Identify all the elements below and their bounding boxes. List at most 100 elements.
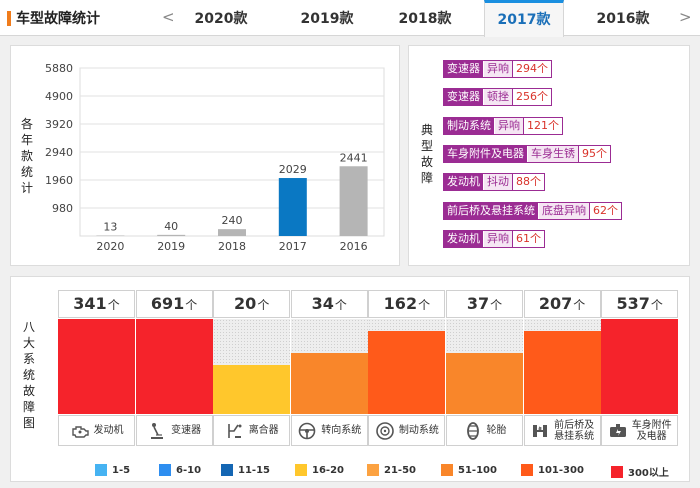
y-tick-label: 2940: [45, 146, 73, 159]
legend-item: 21-50: [367, 464, 416, 476]
fault-type: 顿挫: [483, 89, 512, 106]
fault-tag[interactable]: 车身附件及电器 车身生锈 95个: [443, 144, 611, 163]
legend-swatch: [611, 465, 623, 478]
system-label-1[interactable]: 发动机: [58, 415, 135, 446]
system-bar-fill: [446, 353, 523, 414]
system-count-unit: 个: [334, 298, 347, 312]
typical-faults-panel: 典型故障 变速器 异响 294个 变速器 顿挫 256个 制动系统 异响 121个 车身附件及电器…: [408, 45, 690, 266]
system-count: 20个: [213, 290, 291, 318]
fault-count: 62个: [589, 202, 621, 219]
fault-type: 底盘异响: [538, 202, 589, 219]
system-count: 207个: [523, 290, 601, 318]
legend-label: 16-20: [312, 464, 344, 476]
system-name: 前后桥及悬挂系统: [554, 419, 595, 442]
system-count-value: 537: [616, 294, 650, 313]
car-body-icon: [608, 421, 628, 441]
system-count-value: 20: [234, 294, 257, 313]
system-count-unit: 个: [650, 298, 663, 312]
system-label-5[interactable]: 制动系统: [368, 415, 446, 446]
tab-2020[interactable]: 2020款: [194, 11, 248, 27]
system-column: 207个前后桥及悬挂系统: [523, 290, 601, 450]
bar-value-label: 240: [222, 214, 243, 227]
bar-value-label: 2441: [340, 151, 368, 164]
tab-2019[interactable]: 2019款: [300, 11, 354, 27]
fault-count: 88个: [512, 174, 544, 191]
system-count: 37个: [446, 290, 523, 318]
fault-system: 变速器: [444, 61, 483, 77]
fault-system: 制动系统: [444, 117, 494, 134]
legend-swatch: [95, 464, 107, 476]
legend-item: 51-100: [441, 464, 497, 476]
system-bar-fill: [601, 319, 679, 414]
fault-system: 前后桥及悬挂系统: [444, 202, 538, 219]
system-label-4[interactable]: 转向系统: [290, 415, 368, 446]
legend-item: 101-300: [521, 464, 584, 476]
system-name: 转向系统: [321, 425, 362, 436]
fault-count: 61个: [512, 230, 544, 247]
fault-tag[interactable]: 发动机 异响 61个: [443, 229, 545, 248]
system-label-7[interactable]: 前后桥及悬挂系统: [523, 415, 601, 446]
year-stats-panel: 各年款统计 980 1960 2940 3920 4900 5880 13 2020 40 201…: [10, 45, 400, 266]
prev-arrow-icon[interactable]: <: [162, 8, 175, 26]
legend-label: 101-300: [538, 464, 584, 476]
bar-value-label: 40: [164, 220, 178, 233]
x-tick-label: 2017: [279, 240, 307, 253]
legend-swatch: [521, 464, 533, 476]
fault-tag[interactable]: 变速器 顿挫 256个: [443, 88, 552, 107]
legend-swatch: [441, 464, 453, 476]
system-bar-track: [368, 319, 446, 414]
system-bar-track: [58, 319, 135, 414]
bar: [339, 166, 368, 236]
system-name: 车身附件及电器: [631, 419, 672, 442]
system-name: 发动机: [93, 425, 124, 436]
tab-2017[interactable]: 2017款: [484, 0, 564, 37]
system-name: 制动系统: [398, 425, 439, 436]
system-column: 37个轮胎: [446, 290, 523, 450]
eight-systems-panel: 八大系统故障图 341个 发动机 691个 变速器 20个 离合器 34个 转向系统 162个制…: [10, 276, 690, 482]
fault-count: 294个: [512, 61, 551, 77]
x-tick-label: 2016: [340, 240, 368, 253]
x-tick-label: 2018: [218, 240, 246, 253]
system-name: 轮胎: [486, 425, 507, 436]
legend-item: 1-5: [95, 464, 130, 476]
system-count: 691个: [135, 290, 213, 318]
system-bar-track: [290, 319, 368, 414]
bar: [157, 234, 186, 236]
system-bar-fill: [213, 365, 291, 414]
fault-tag[interactable]: 制动系统 异响 121个: [443, 116, 563, 135]
legend-swatch: [159, 464, 171, 476]
system-label-2[interactable]: 变速器: [135, 415, 213, 446]
system-count-value: 207: [538, 294, 573, 313]
system-bar-fill: [135, 319, 213, 414]
page-title: 车型故障统计: [16, 11, 100, 27]
fault-tag[interactable]: 变速器 异响 294个: [443, 60, 552, 78]
legend-swatch: [221, 464, 233, 476]
next-arrow-icon[interactable]: >: [679, 8, 692, 26]
x-tick-label: 2019: [157, 240, 185, 253]
x-tick-label: 2020: [96, 240, 124, 253]
system-name: 离合器: [248, 425, 279, 436]
system-label-3[interactable]: 离合器: [213, 415, 291, 446]
legend-label: 11-15: [238, 464, 270, 476]
system-count-value: 34: [311, 294, 334, 313]
system-count-unit: 个: [185, 298, 198, 312]
system-column: 341个 发动机: [58, 290, 135, 450]
fault-system: 发动机: [444, 174, 483, 191]
fault-count: 95个: [578, 145, 610, 162]
bar: [96, 235, 125, 236]
fault-tag[interactable]: 前后桥及悬挂系统 底盘异响 62个: [443, 201, 622, 220]
clutch-pedal-icon: [225, 421, 245, 441]
tab-2016[interactable]: 2016款: [596, 11, 650, 27]
system-label-8[interactable]: 车身附件及电器: [601, 415, 679, 446]
bar-value-label: 13: [103, 221, 117, 234]
fault-tag[interactable]: 发动机 抖动 88个: [443, 173, 545, 192]
system-label-6[interactable]: 轮胎: [446, 415, 523, 446]
fault-type: 异响: [483, 230, 512, 247]
legend-item: 300以上: [611, 464, 669, 479]
system-count: 34个: [290, 290, 368, 318]
y-tick-label: 1960: [45, 174, 73, 187]
system-bar-track: [135, 319, 213, 414]
system-count-value: 37: [466, 294, 490, 313]
system-count-unit: 个: [107, 298, 120, 312]
tab-2018[interactable]: 2018款: [398, 11, 452, 27]
